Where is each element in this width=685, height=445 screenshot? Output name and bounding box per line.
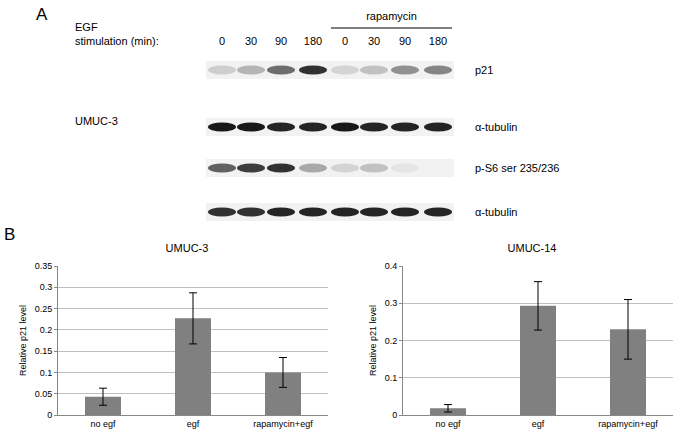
- svg-text:0.3: 0.3: [40, 282, 53, 292]
- svg-text:no egf: no egf: [435, 419, 461, 429]
- svg-text:EGF: EGF: [75, 21, 98, 33]
- svg-text:0.05: 0.05: [35, 389, 53, 399]
- svg-text:rapamycin: rapamycin: [366, 10, 417, 22]
- svg-text:90: 90: [275, 35, 287, 47]
- svg-text:0.2: 0.2: [40, 325, 53, 335]
- svg-text:p-S6 ser 235/236: p-S6 ser 235/236: [475, 162, 559, 174]
- svg-text:0.15: 0.15: [35, 346, 53, 356]
- svg-text:0: 0: [342, 35, 348, 47]
- svg-text:rapamycin+egf: rapamycin+egf: [253, 419, 313, 429]
- svg-text:α-tubulin: α-tubulin: [475, 206, 517, 218]
- svg-text:stimulation (min):: stimulation (min):: [75, 35, 159, 47]
- svg-text:90: 90: [399, 35, 411, 47]
- svg-text:UMUC-3: UMUC-3: [166, 242, 209, 254]
- svg-text:30: 30: [245, 35, 257, 47]
- svg-text:0: 0: [47, 410, 52, 420]
- svg-text:Relative p21 level: Relative p21 level: [18, 305, 28, 376]
- svg-text:Relative p21 level: Relative p21 level: [368, 305, 378, 376]
- svg-text:0.4: 0.4: [385, 261, 398, 271]
- svg-text:egf: egf: [187, 419, 200, 429]
- svg-text:30: 30: [368, 35, 380, 47]
- svg-text:UMUC-14: UMUC-14: [508, 242, 557, 254]
- svg-text:rapamycin+egf: rapamycin+egf: [598, 419, 658, 429]
- svg-text:0.1: 0.1: [40, 368, 53, 378]
- svg-text:egf: egf: [532, 419, 545, 429]
- svg-text:no egf: no egf: [90, 419, 116, 429]
- svg-text:A: A: [36, 5, 48, 24]
- svg-text:UMUC-3: UMUC-3: [75, 115, 118, 127]
- svg-text:0.3: 0.3: [385, 298, 398, 308]
- svg-text:0.25: 0.25: [35, 304, 53, 314]
- svg-text:0: 0: [392, 410, 397, 420]
- svg-text:0: 0: [219, 35, 225, 47]
- svg-text:0.35: 0.35: [35, 261, 53, 271]
- svg-text:0.2: 0.2: [385, 336, 398, 346]
- svg-text:0.1: 0.1: [385, 373, 398, 383]
- svg-text:180: 180: [429, 35, 447, 47]
- svg-text:B: B: [4, 225, 15, 244]
- svg-text:α-tubulin: α-tubulin: [475, 121, 517, 133]
- svg-text:180: 180: [304, 35, 322, 47]
- svg-text:p21: p21: [475, 64, 493, 76]
